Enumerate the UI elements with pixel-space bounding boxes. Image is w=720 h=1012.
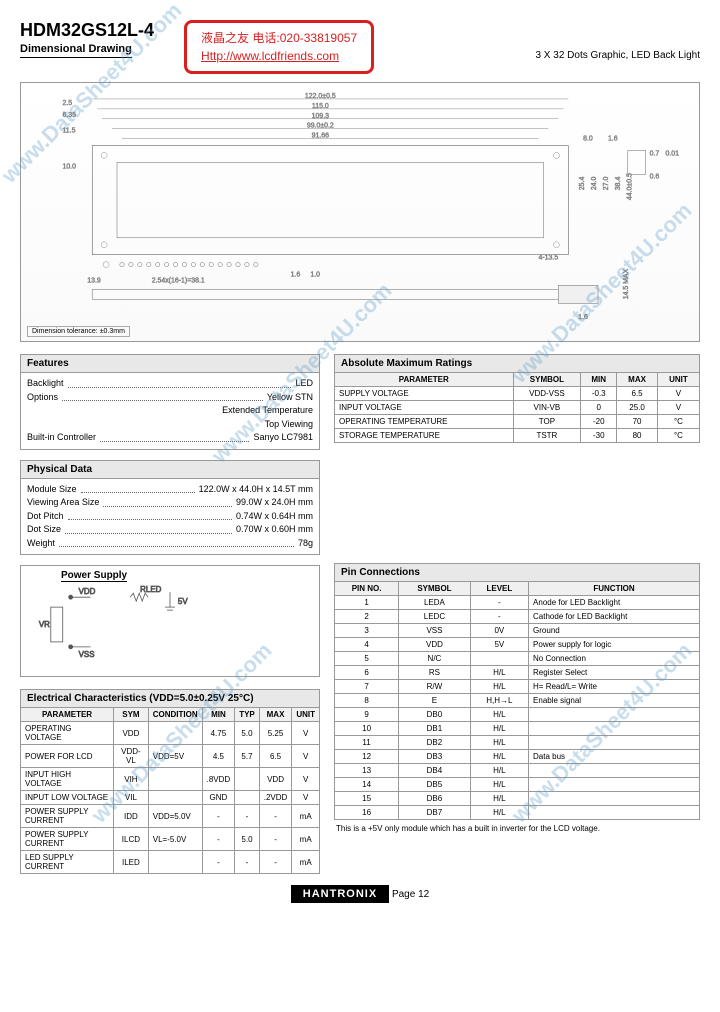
stamp-url[interactable]: Http://www.lcdfriends.com xyxy=(201,49,339,63)
table-row: 12DB3H/LData bus xyxy=(335,750,700,764)
svg-text:1.0: 1.0 xyxy=(310,271,320,278)
features-header: Features xyxy=(20,354,320,372)
features-body: BacklightLEDOptionsYellow STNExtended Te… xyxy=(20,372,320,450)
physical-header: Physical Data xyxy=(20,460,320,478)
table-row: OPERATING VOLTAGEVDD4.755.05.25V xyxy=(21,722,320,745)
page-number: Page 12 xyxy=(392,889,429,900)
svg-text:14.5 MAX: 14.5 MAX xyxy=(623,268,630,299)
feature-line: Dot Pitch0.74W x 0.64H mm xyxy=(27,510,313,524)
svg-text:5V: 5V xyxy=(178,597,188,606)
physical-body: Module Size122.0W x 44.0H x 14.5T mmView… xyxy=(20,478,320,556)
svg-text:24.0: 24.0 xyxy=(591,177,598,191)
part-number: HDM32GS12L-4 xyxy=(20,20,154,41)
power-supply-title: Power Supply xyxy=(61,570,127,582)
contact-stamp: 液晶之友 电话:020-33819057 Http://www.lcdfrien… xyxy=(184,20,374,74)
table-row: 9DB0H/L xyxy=(335,708,700,722)
stamp-line1: 液晶之友 电话:020-33819057 xyxy=(201,29,357,47)
header: HDM32GS12L-4 Dimensional Drawing 液晶之友 电话… xyxy=(20,20,700,74)
svg-text:VR: VR xyxy=(39,620,50,629)
table-row: 2LEDC-Cathode for LED Backlight xyxy=(335,610,700,624)
table-row: 10DB1H/L xyxy=(335,722,700,736)
table-row: INPUT LOW VOLTAGEVILGND.2VDDV xyxy=(21,791,320,805)
svg-text:122.0±0.5: 122.0±0.5 xyxy=(305,93,336,100)
absmax-header: Absolute Maximum Ratings xyxy=(334,354,700,372)
table-row: INPUT VOLTAGEVIN-VB025.0V xyxy=(335,401,700,415)
table-row: OPERATING TEMPERATURETOP-2070°C xyxy=(335,415,700,429)
pins-note: This is a +5V only module which has a bu… xyxy=(334,820,700,837)
svg-text:4-13.5: 4-13.5 xyxy=(539,255,559,262)
table-row: SUPPLY VOLTAGEVDD-VSS-0.36.5V xyxy=(335,387,700,401)
svg-text:99.0±0.2: 99.0±0.2 xyxy=(307,123,334,130)
table-row: 13DB4H/L xyxy=(335,764,700,778)
electrical-header: Electrical Characteristics (VDD=5.0±0.25… xyxy=(20,689,320,707)
brand-logo: HANTRONIX xyxy=(291,885,389,903)
svg-text:13.9: 13.9 xyxy=(87,277,101,284)
svg-text:27.0: 27.0 xyxy=(603,177,610,191)
table-row: 3VSS0VGround xyxy=(335,624,700,638)
table-row: POWER FOR LCDVDD-VLVDD=5V4.55.76.5V xyxy=(21,745,320,768)
feature-line: Dot Size0.70W x 0.60H mm xyxy=(27,523,313,537)
svg-text:38.4: 38.4 xyxy=(615,177,622,191)
svg-text:1.6: 1.6 xyxy=(578,314,588,321)
table-row: 6RSH/LRegister Select xyxy=(335,666,700,680)
power-supply-diagram: Power Supply VDD RLED 5V VR VSS xyxy=(20,565,320,677)
svg-text:1.6: 1.6 xyxy=(291,271,301,278)
table-row: 16DB7H/L xyxy=(335,806,700,820)
table-row: 11DB2H/L xyxy=(335,736,700,750)
table-row: STORAGE TEMPERATURETSTR-3080°C xyxy=(335,429,700,443)
table-row: 14DB5H/L xyxy=(335,778,700,792)
product-description: 3 X 32 Dots Graphic, LED Back Light xyxy=(535,50,700,61)
feature-line: Module Size122.0W x 44.0H x 14.5T mm xyxy=(27,483,313,497)
pins-header: Pin Connections xyxy=(334,563,700,581)
feature-line: Viewing Area Size99.0W x 24.0H mm xyxy=(27,496,313,510)
svg-text:0.01: 0.01 xyxy=(665,150,679,157)
table-row: 5N/CNo Connection xyxy=(335,652,700,666)
feature-line: Weight78g xyxy=(27,537,313,551)
table-row: INPUT HIGH VOLTAGEVIH.8VDDVDDV xyxy=(21,768,320,791)
svg-text:VSS: VSS xyxy=(79,650,95,659)
table-row: 8EH,H→LEnable signal xyxy=(335,694,700,708)
tolerance-note: Dimension tolerance: ±0.3mm xyxy=(27,326,130,337)
svg-text:115.0: 115.0 xyxy=(312,103,329,110)
table-row: POWER SUPPLY CURRENTIDDVDD=5.0V---mA xyxy=(21,805,320,828)
svg-text:109.3: 109.3 xyxy=(312,113,330,120)
svg-text:0.7: 0.7 xyxy=(650,150,660,157)
table-row: 1LEDA-Anode for LED Backlight xyxy=(335,596,700,610)
table-row: 4VDD5VPower supply for logic xyxy=(335,638,700,652)
footer: HANTRONIX Page 12 xyxy=(20,888,700,900)
electrical-table: PARAMETERSYMCONDITIONMINTYPMAXUNITOPERAT… xyxy=(20,707,320,874)
subtitle: Dimensional Drawing xyxy=(20,43,132,58)
svg-text:2.54x(16-1)=38.1: 2.54x(16-1)=38.1 xyxy=(152,277,205,284)
svg-text:11.5: 11.5 xyxy=(62,128,75,135)
svg-text:44.0±0.5: 44.0±0.5 xyxy=(627,173,634,200)
svg-text:VDD: VDD xyxy=(79,587,96,596)
svg-text:6.35: 6.35 xyxy=(62,112,76,119)
svg-text:8.0: 8.0 xyxy=(583,136,593,143)
svg-text:0.6: 0.6 xyxy=(650,173,660,180)
dimensional-drawing: 122.0±0.5 115.0 109.3 99.0±0.2 91.66 2.5… xyxy=(20,82,700,342)
table-row: POWER SUPPLY CURRENTILCDVL=-5.0V-5.0-mA xyxy=(21,828,320,851)
svg-text:2.5: 2.5 xyxy=(62,100,72,107)
table-row: 7R/WH/LH= Read/L= Write xyxy=(335,680,700,694)
feature-line: OptionsYellow STN xyxy=(27,391,313,405)
svg-text:1.6: 1.6 xyxy=(608,136,618,143)
pins-table: PIN NO.SYMBOLLEVELFUNCTION1LEDA-Anode fo… xyxy=(334,581,700,820)
feature-line: Top Viewing xyxy=(27,418,313,432)
feature-line: BacklightLED xyxy=(27,377,313,391)
table-row: LED SUPPLY CURRENTILED---mA xyxy=(21,851,320,874)
svg-text:RLED: RLED xyxy=(140,585,161,594)
svg-text:91.66: 91.66 xyxy=(312,133,330,140)
svg-text:10.0: 10.0 xyxy=(62,163,76,170)
svg-text:25.4: 25.4 xyxy=(579,177,586,191)
absmax-table: PARAMETERSYMBOLMINMAXUNITSUPPLY VOLTAGEV… xyxy=(334,372,700,443)
table-row: 15DB6H/L xyxy=(335,792,700,806)
feature-line: Extended Temperature xyxy=(27,404,313,418)
feature-line: Built-in ControllerSanyo LC7981 xyxy=(27,431,313,445)
